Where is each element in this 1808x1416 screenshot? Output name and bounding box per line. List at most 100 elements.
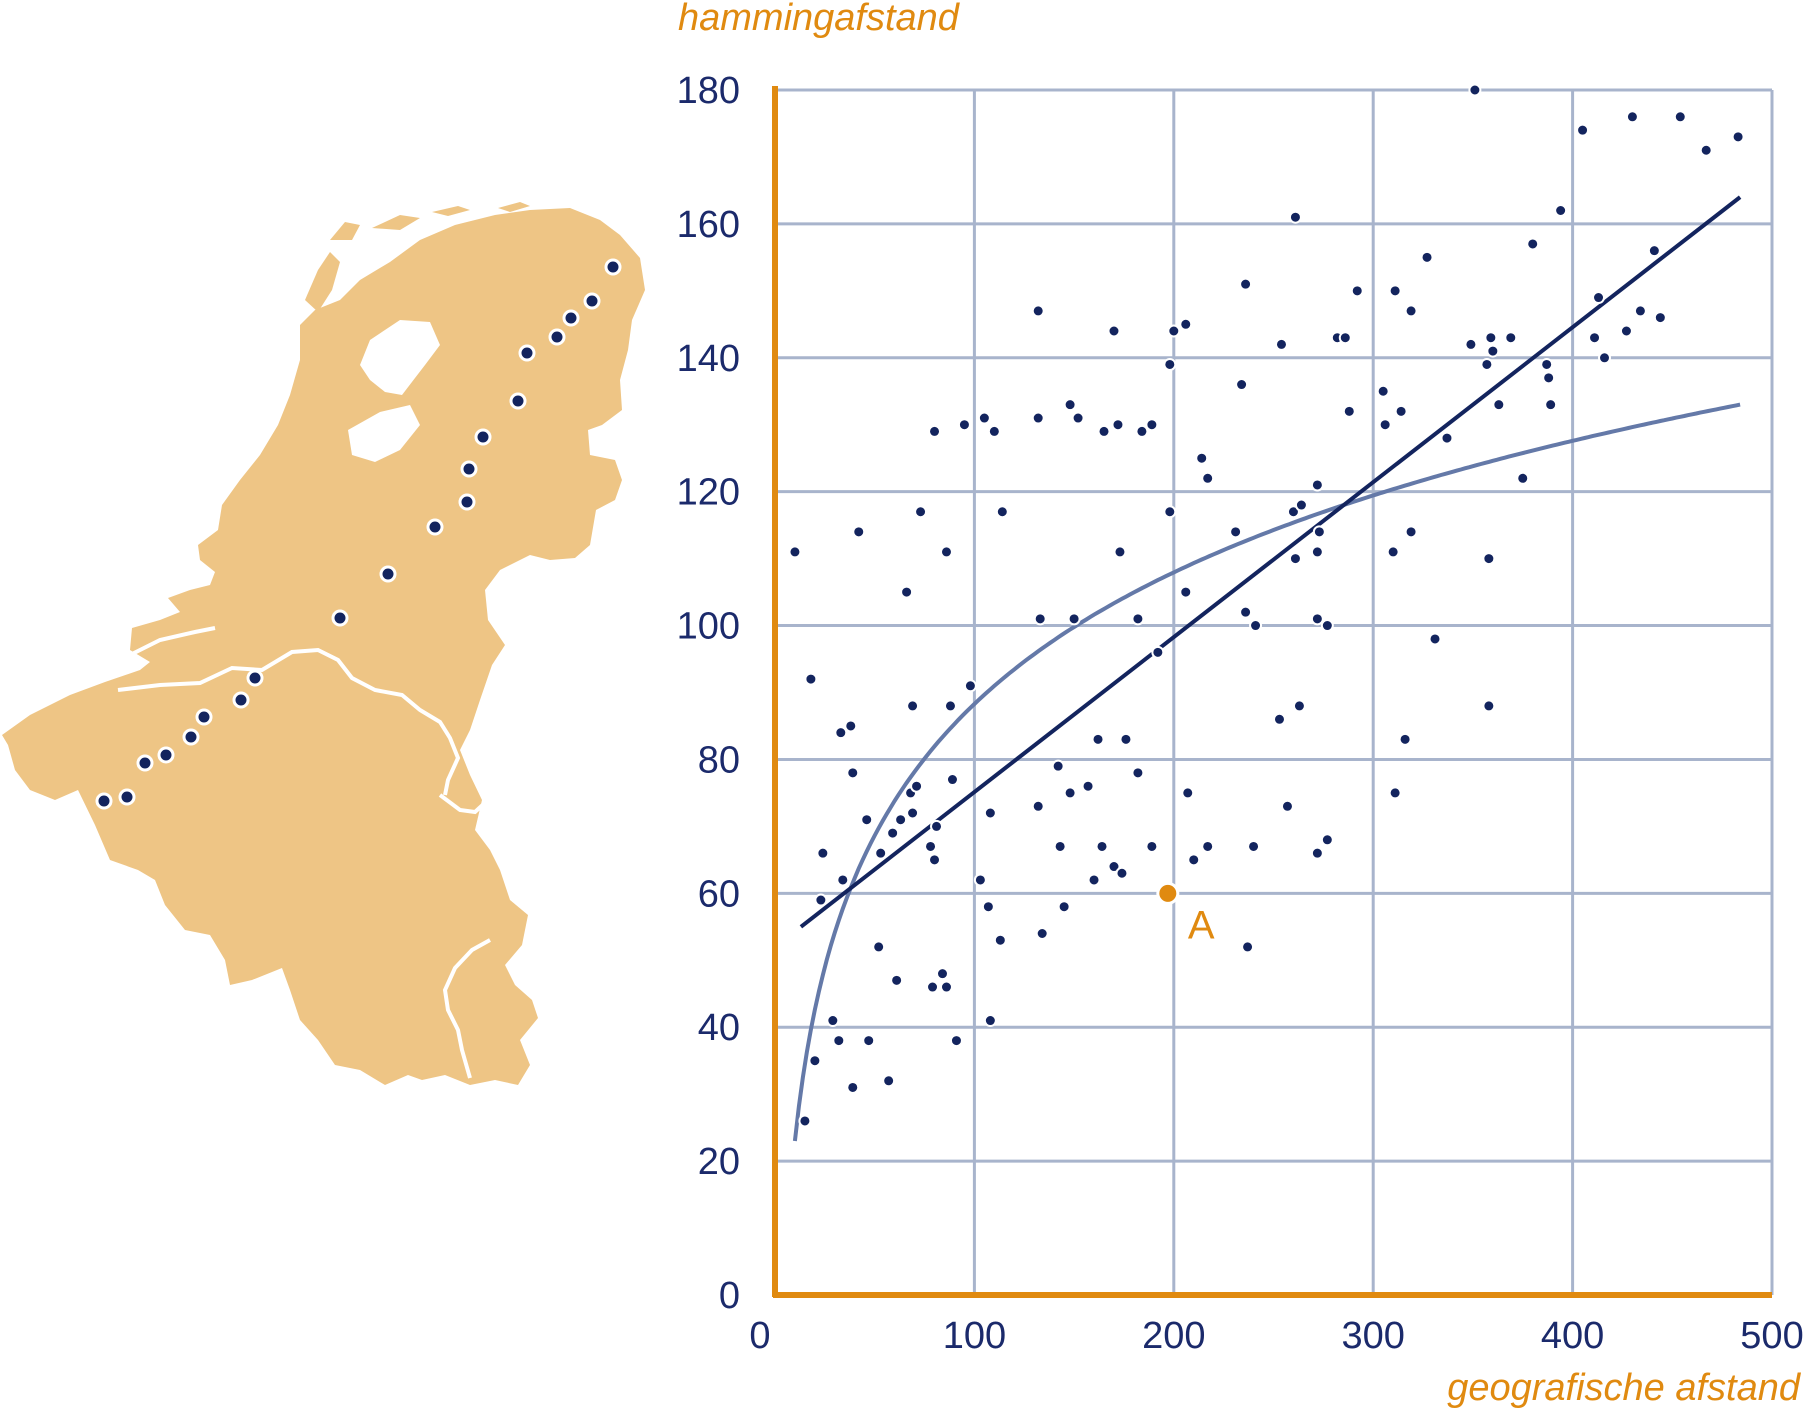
map-dot <box>136 754 154 772</box>
data-point <box>1274 337 1288 351</box>
data-point <box>798 1114 812 1128</box>
data-point <box>1113 545 1127 559</box>
data-point <box>1428 632 1442 646</box>
map-dot <box>583 292 601 310</box>
y-tick-label: 140 <box>677 338 740 380</box>
data-point <box>1201 471 1215 485</box>
data-point <box>983 1014 997 1028</box>
data-point <box>834 726 848 740</box>
data-point <box>886 826 900 840</box>
map-dot <box>548 328 566 346</box>
data-point <box>900 585 914 599</box>
data-point <box>1201 839 1215 853</box>
data-point <box>926 980 940 994</box>
data-point <box>1731 130 1745 144</box>
data-point <box>1310 545 1324 559</box>
data-point <box>987 424 1001 438</box>
y-tick-label: 180 <box>677 70 740 112</box>
data-point <box>1516 471 1530 485</box>
data-point <box>1071 411 1085 425</box>
data-point <box>1167 324 1181 338</box>
data-point <box>1320 833 1334 847</box>
x-axis-title: geografische afstand <box>1447 1367 1802 1409</box>
data-point <box>1294 498 1308 512</box>
data-point <box>814 893 828 907</box>
map-dot <box>118 788 136 806</box>
data-point <box>910 779 924 793</box>
data-point <box>816 846 830 860</box>
data-point <box>1145 839 1159 853</box>
data-point <box>1526 237 1540 251</box>
data-point <box>1035 927 1049 940</box>
data-point <box>930 819 944 833</box>
data-point <box>1286 505 1300 519</box>
data-point <box>1484 331 1498 345</box>
map-dot <box>458 493 476 511</box>
data-point <box>1420 250 1434 264</box>
data-point <box>928 853 942 867</box>
data-point <box>1394 404 1408 418</box>
data-point <box>1249 619 1263 633</box>
map-dot <box>509 392 527 410</box>
data-point <box>1057 900 1071 914</box>
data-point <box>1181 786 1195 800</box>
data-point <box>894 813 908 827</box>
data-point <box>1542 371 1556 385</box>
x-tick-label: 100 <box>943 1315 1006 1357</box>
x-tick-label: 300 <box>1341 1315 1404 1357</box>
data-point <box>1540 357 1554 371</box>
highlight-point: A <box>1156 881 1215 947</box>
data-point <box>1239 605 1253 619</box>
data-point <box>939 980 953 994</box>
data-point <box>1119 732 1133 746</box>
data-point <box>1292 699 1306 713</box>
data-point <box>1338 331 1352 345</box>
data-point <box>1482 552 1496 566</box>
data-point <box>826 1014 840 1028</box>
data-point <box>1588 331 1602 345</box>
map-dot <box>182 728 200 746</box>
data-point <box>1033 612 1047 626</box>
data-point <box>1592 291 1606 305</box>
data-point <box>1625 110 1639 124</box>
data-point <box>1247 839 1261 853</box>
map-dot <box>331 609 349 627</box>
data-point <box>1312 525 1326 539</box>
data-point <box>1163 505 1177 519</box>
data-point <box>788 545 802 559</box>
data-point <box>943 699 957 713</box>
data-point <box>1179 317 1193 331</box>
data-point <box>1404 525 1418 539</box>
data-point <box>973 873 987 887</box>
data-point <box>1486 344 1500 358</box>
linear-fit-line <box>799 195 1742 929</box>
data-point <box>924 839 938 853</box>
data-point <box>1031 799 1045 813</box>
chart-axes <box>772 86 1772 1298</box>
highlight-point-label: A <box>1188 903 1215 947</box>
data-point <box>1187 853 1201 867</box>
data-point <box>1504 331 1518 345</box>
y-tick-label: 160 <box>677 204 740 246</box>
data-point <box>1107 860 1121 874</box>
data-point <box>862 1034 876 1048</box>
x-tick-label: 500 <box>1740 1315 1803 1357</box>
y-tick-label: 120 <box>677 472 740 514</box>
map-dot <box>379 565 397 583</box>
y-tick-label: 80 <box>698 739 740 781</box>
data-point <box>1468 83 1482 97</box>
data-point <box>1067 612 1081 626</box>
data-point <box>860 813 874 827</box>
data-point <box>914 505 928 519</box>
data-point <box>963 679 977 693</box>
data-point <box>846 1080 860 1094</box>
data-point <box>1310 612 1324 626</box>
data-point <box>1404 304 1418 318</box>
highlight-point-marker <box>1156 881 1180 905</box>
data-point <box>832 1034 846 1048</box>
data-point <box>890 973 904 987</box>
data-point <box>1280 799 1294 813</box>
data-point <box>1031 304 1045 318</box>
data-point <box>1288 552 1302 566</box>
